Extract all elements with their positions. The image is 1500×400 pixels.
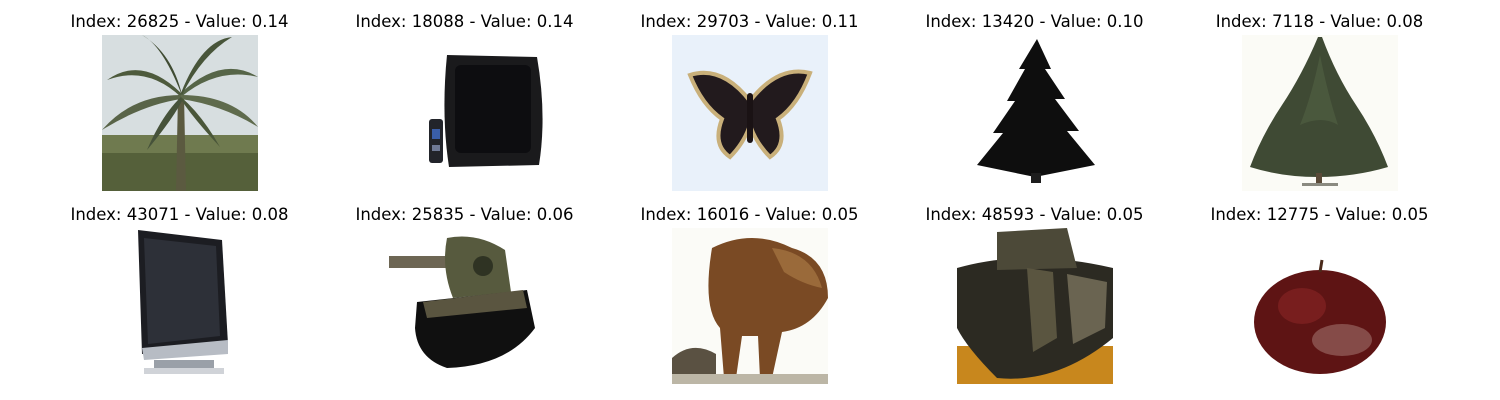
image-cell-1: Index: 26825 - Value: 0.14 — [37, 11, 322, 201]
conifer-tree-image — [1242, 35, 1398, 191]
tank-image — [387, 228, 543, 384]
image-cell-7: Index: 25835 - Value: 0.06 — [322, 204, 607, 394]
butterfly-image — [672, 35, 828, 191]
crt-television-image — [387, 35, 543, 191]
pine-tree-image — [957, 35, 1113, 191]
image-title: Index: 7118 - Value: 0.08 — [1215, 12, 1424, 31]
apple-image — [1242, 228, 1398, 384]
image-cell-10: Index: 12775 - Value: 0.05 — [1177, 204, 1462, 394]
image-cell-3: Index: 29703 - Value: 0.11 — [607, 11, 892, 201]
image-cell-5: Index: 7118 - Value: 0.08 — [1177, 11, 1462, 201]
flat-screen-tv-image — [102, 228, 258, 384]
image-cell-8: Index: 16016 - Value: 0.05 — [607, 204, 892, 394]
image-title: Index: 25835 - Value: 0.06 — [355, 205, 574, 224]
image-title: Index: 18088 - Value: 0.14 — [355, 12, 574, 31]
image-cell-9: Index: 48593 - Value: 0.05 — [892, 204, 1177, 394]
image-cell-4: Index: 13420 - Value: 0.10 — [892, 11, 1177, 201]
image-title: Index: 13420 - Value: 0.10 — [925, 12, 1144, 31]
image-title: Index: 26825 - Value: 0.14 — [70, 12, 289, 31]
animal-image — [672, 228, 828, 384]
image-title: Index: 29703 - Value: 0.11 — [640, 12, 859, 31]
image-title: Index: 43071 - Value: 0.08 — [70, 205, 289, 224]
image-cell-6: Index: 43071 - Value: 0.08 — [37, 204, 322, 394]
armored-vehicle-image — [957, 228, 1113, 384]
palm-tree-image — [102, 35, 258, 191]
image-title: Index: 12775 - Value: 0.05 — [1210, 205, 1429, 224]
image-title: Index: 48593 - Value: 0.05 — [925, 205, 1144, 224]
image-cell-2: Index: 18088 - Value: 0.14 — [322, 11, 607, 201]
image-title: Index: 16016 - Value: 0.05 — [640, 205, 859, 224]
